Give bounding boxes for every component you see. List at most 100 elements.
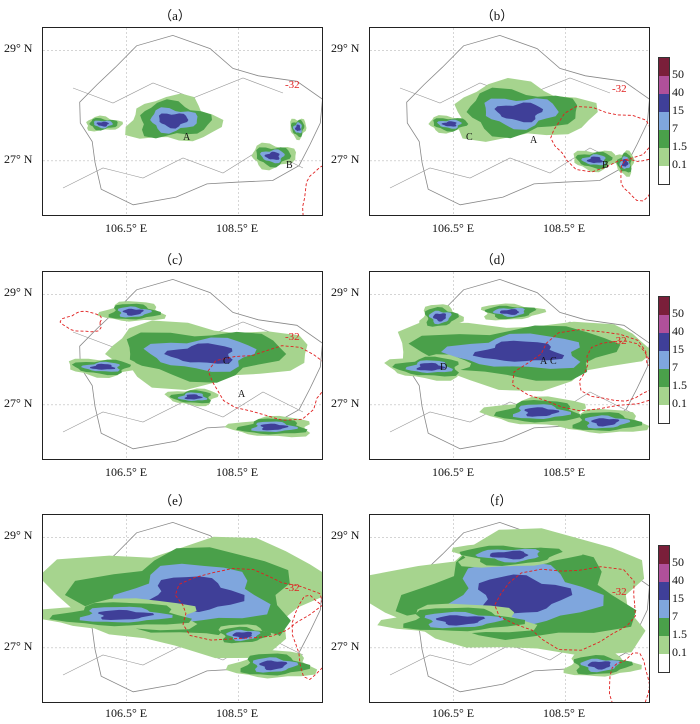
lon-label-1065-f: 106.5° E <box>432 706 475 720</box>
rainfall-area <box>435 615 486 626</box>
colorbar-swatch <box>659 546 669 564</box>
rainfall-area <box>489 550 529 560</box>
contour-label: -32 <box>612 83 627 95</box>
colorbar-level-label: 40 <box>672 85 684 99</box>
temperature-contour <box>174 568 322 641</box>
rainfall-area <box>98 609 154 620</box>
temperature-contour <box>494 566 636 651</box>
map-canvas: -32 A B <box>43 28 322 215</box>
panel-label-c: （c） <box>159 252 191 267</box>
colorbar-level-label: 40 <box>672 573 684 587</box>
station-point-label: B <box>286 160 293 171</box>
lon-label-1065-c: 106.5° E <box>105 465 148 479</box>
rainfall-area <box>89 363 116 370</box>
rainfall-area <box>478 574 573 616</box>
rainfall-area <box>158 113 189 129</box>
colorbar-level-label: 7 <box>672 609 678 623</box>
colorbar-level-label: 15 <box>672 591 684 605</box>
colorbar-swatch <box>659 112 669 130</box>
rainfall-area <box>499 309 520 315</box>
colorbar-mid <box>658 296 670 424</box>
lat-label-27-e: 27° N <box>4 639 33 653</box>
rainfall-area <box>232 631 253 639</box>
colorbar-level-label: 50 <box>672 67 684 81</box>
colorbar-swatch <box>659 351 669 369</box>
colorbar-level-label: 40 <box>672 324 684 338</box>
contour-label: -32 <box>612 586 627 598</box>
lat-label-27-c: 27° N <box>4 396 33 410</box>
colorbar-level-label: 1.5 <box>672 627 687 641</box>
contour-label: -32 <box>285 582 300 594</box>
rainfall-area <box>260 423 289 431</box>
county-boundary <box>389 391 631 433</box>
colorbar-swatch <box>659 405 669 423</box>
county-boundary <box>389 147 631 189</box>
rainfall-area <box>591 418 620 427</box>
colorbar-top <box>658 57 670 185</box>
rainfall-area <box>587 661 611 670</box>
station-point-label: A <box>530 135 538 146</box>
colorbar-swatch <box>659 148 669 166</box>
map-canvas: -32 <box>43 515 322 702</box>
rainfall-area <box>184 394 203 400</box>
station-point-label: D <box>440 362 447 373</box>
colorbar-swatch <box>659 582 669 600</box>
colorbar-swatch <box>659 387 669 405</box>
colorbar-level-label: 15 <box>672 342 684 356</box>
map-panel-f: -32 <box>369 514 650 703</box>
county-boundary <box>72 77 284 104</box>
rainfall-area <box>494 102 544 123</box>
temperature-contour <box>512 329 649 412</box>
station-point-label: C <box>550 356 557 367</box>
colorbar-level-label: 0.1 <box>672 157 687 171</box>
rainfall-area <box>259 660 288 671</box>
colorbar-level-label: 1.5 <box>672 139 687 153</box>
colorbar-level-label: 1.5 <box>672 378 687 392</box>
temperature-contour <box>620 158 649 202</box>
rainfall-area <box>524 407 560 417</box>
lat-label-27-d: 27° N <box>331 396 360 410</box>
lon-label-1085-b: 108.5° E <box>543 221 586 235</box>
station-point-label: A <box>238 389 246 400</box>
rainfall-area <box>622 158 629 167</box>
station-point-label: A <box>540 356 548 367</box>
rainfall-area <box>96 121 109 127</box>
temperature-contour <box>59 310 103 333</box>
rainfall-area <box>295 124 301 132</box>
map-panel-c: -32 A C <box>42 271 323 460</box>
colorbar-swatch <box>659 166 669 184</box>
station-point-label: B <box>602 160 609 171</box>
station-point-label: C <box>466 132 473 143</box>
colorbar-swatch <box>659 654 669 672</box>
colorbar-swatch <box>659 130 669 148</box>
lat-label-29-a: 29° N <box>4 41 33 55</box>
province-boundary <box>406 34 649 206</box>
contour-label: -32 <box>285 331 300 343</box>
lon-label-1085-a: 108.5° E <box>216 221 259 235</box>
contour-label: -32 <box>285 79 300 91</box>
colorbar-swatch <box>659 94 669 112</box>
panel-label-a: （a） <box>159 8 191 23</box>
lon-label-1065-e: 106.5° E <box>105 706 148 720</box>
rainfall-area <box>122 308 144 316</box>
station-point-label: A <box>183 132 191 143</box>
colorbar-level-label: 50 <box>672 306 684 320</box>
temperature-contour <box>579 340 649 402</box>
station-point-label: C <box>223 356 230 367</box>
rainfall-area <box>264 151 280 160</box>
map-canvas: -32 A C <box>43 272 322 459</box>
temperature-contour <box>609 652 649 702</box>
colorbar-bottom <box>658 545 670 673</box>
colorbar-swatch <box>659 315 669 333</box>
colorbar-swatch <box>659 297 669 315</box>
panel-label-b: （b） <box>480 8 514 23</box>
lat-label-27-b: 27° N <box>331 152 360 166</box>
lat-label-29-b: 29° N <box>331 41 360 55</box>
map-canvas: -32 A C D <box>370 272 649 459</box>
rainfall-area <box>441 121 457 127</box>
colorbar-swatch <box>659 600 669 618</box>
rainfall-area <box>416 362 446 371</box>
map-panel-d: -32 A C D <box>369 271 650 460</box>
colorbar-swatch <box>659 76 669 94</box>
colorbar-level-label: 50 <box>672 555 684 569</box>
